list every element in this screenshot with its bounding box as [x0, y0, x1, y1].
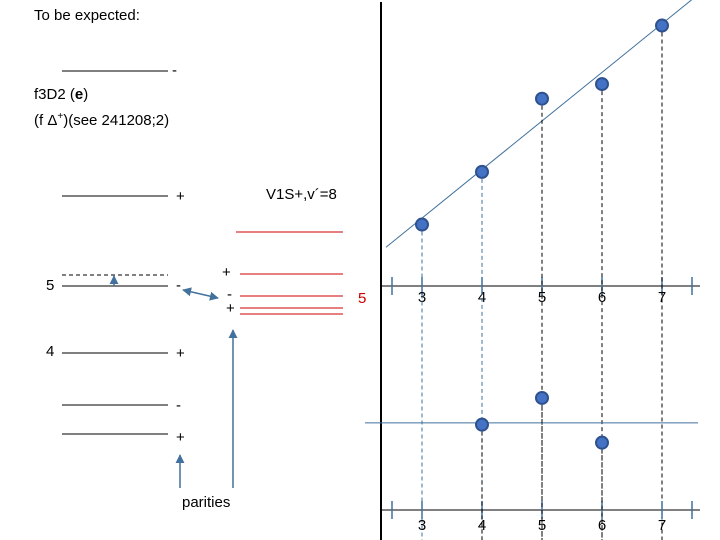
top-data-point [475, 164, 489, 179]
top-data-point [415, 217, 429, 232]
bottom-tick-label: 7 [658, 517, 666, 534]
reference-suffix: )(see 241208;2) [63, 112, 170, 129]
bottom-data-point [595, 435, 609, 450]
delta-superscript: + [57, 111, 64, 122]
bottom-data-point [475, 417, 489, 432]
state-label-bold: e [74, 86, 84, 103]
top-tick-label: 4 [478, 289, 486, 306]
level-label-5: 5 [46, 277, 55, 294]
top-data-point [655, 18, 669, 33]
level-sign-4: + [176, 345, 185, 362]
top-data-point [595, 77, 609, 92]
level-label-4: 4 [46, 343, 55, 360]
state-label: f3D2 (e) [34, 86, 88, 104]
level-sign-2: + [176, 188, 185, 205]
bottom-data-point [535, 390, 549, 405]
red-level-number: 5 [358, 290, 367, 307]
top-tick-label: 7 [658, 289, 666, 306]
level-sign-1: - [172, 62, 177, 79]
red-sign-2: - [227, 286, 232, 303]
reference-prefix: (f [34, 112, 48, 129]
level-sign-3: - [176, 277, 181, 294]
level-sign-6: + [176, 429, 185, 446]
state-label-suffix: ) [83, 86, 89, 103]
top-data-point [535, 91, 549, 106]
delta-symbol: Δ [47, 112, 58, 129]
red-sign-1: + [222, 264, 231, 281]
red-level-label: V1S+,v´=8 [266, 186, 337, 203]
parities-label: parities [182, 494, 231, 511]
top-fit-line [385, 0, 693, 248]
bottom-tick-label: 6 [598, 517, 606, 534]
red-sign-3: + [226, 300, 235, 317]
bottom-tick-label: 3 [418, 517, 426, 534]
level-sign-5: - [176, 397, 181, 414]
reference-note: (f Δ+)(see 241208;2) [34, 108, 169, 130]
page-title: To be expected: [34, 7, 140, 24]
double-headed-arrow [182, 287, 219, 301]
state-label-prefix: f3D2 ( [34, 86, 75, 103]
